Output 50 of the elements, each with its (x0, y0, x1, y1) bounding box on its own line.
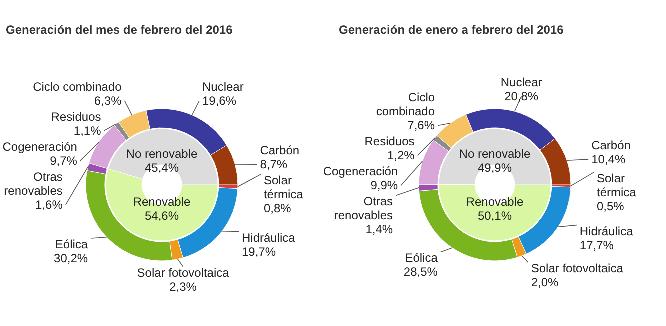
data-label: 2,0% (531, 276, 560, 290)
slice-label: Ciclo combinado (33, 80, 122, 94)
data-label: 9,7% (50, 154, 78, 168)
data-label: 10,4% (592, 152, 626, 167)
slice-label: No renovable (126, 147, 198, 161)
slice-label: Nuclear (500, 75, 542, 90)
data-label: 17,7% (580, 238, 614, 252)
chart-title: Generación de enero a febrero del 2016 (339, 23, 564, 37)
slice-label: Renovable (133, 195, 192, 209)
data-label: 1,4% (366, 222, 394, 237)
data-label: 8,7% (260, 158, 288, 172)
chart-title: Generación del mes de febrero del 2016 (6, 23, 234, 37)
data-label: 1,1% (74, 124, 102, 138)
slice-label: Cogeneración (323, 164, 398, 179)
slice-label: Solar fotovoltaica (137, 266, 230, 280)
slice-label: Carbón (592, 138, 631, 153)
data-label: 6,3% (94, 94, 122, 108)
slice-label: Ciclo combinado (376, 90, 436, 119)
slice-label: Hidráulica (580, 224, 634, 238)
data-label: 1,2% (387, 148, 416, 163)
data-label: 54,6% (144, 209, 180, 223)
slice-label: Solar fotovoltaica (531, 262, 624, 276)
slice-label: Nuclear (202, 80, 244, 94)
slice-label: Hidráulica (242, 230, 296, 245)
slice-label: Cogeneración (2, 140, 78, 154)
slice-label: Residuos (51, 110, 102, 124)
data-label: 0,5% (596, 200, 625, 214)
data-label: 1,6% (36, 198, 64, 212)
slice-label: Residuos (364, 134, 415, 149)
data-label: 50,1% (478, 209, 512, 223)
data-label: 19,7% (242, 244, 276, 259)
slice-label: Eólica (405, 251, 438, 266)
slice-label: No renovable (459, 147, 532, 161)
data-label: 9,9% (370, 178, 398, 193)
slice-label: Eólica (55, 238, 88, 252)
data-label: 45,4% (144, 161, 180, 175)
data-label: 30,2% (54, 252, 88, 266)
data-label: 28,5% (404, 265, 438, 280)
data-label: 7,6% (408, 118, 436, 133)
slice-label: Otras renovables (4, 170, 63, 198)
data-label: 20,8% (504, 89, 539, 104)
slice-label: Renovable (466, 195, 524, 209)
slice-label: Otras renovables (334, 194, 394, 223)
data-label: 0,8% (264, 202, 292, 216)
data-label: 19,6% (202, 94, 237, 108)
data-label: 49,9% (478, 161, 512, 175)
slice-label: Solar térmica (264, 174, 304, 202)
slice-label: Carbón (260, 144, 300, 158)
slice-label: Solar térmica (596, 172, 637, 200)
data-label: 2,3% (170, 280, 198, 294)
